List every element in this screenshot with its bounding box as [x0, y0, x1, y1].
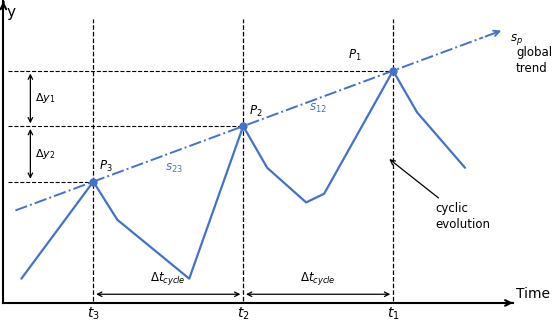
Text: $\Delta y_2$: $\Delta y_2$ — [35, 147, 55, 161]
Text: $P_1$: $P_1$ — [348, 48, 362, 63]
Text: cyclic
evolution: cyclic evolution — [390, 160, 490, 231]
Text: $P_2$: $P_2$ — [249, 103, 263, 119]
Text: global
trend: global trend — [516, 46, 552, 75]
Text: Time: Time — [516, 287, 550, 301]
Text: $t_2$: $t_2$ — [237, 306, 249, 322]
Text: $s_{12}$: $s_{12}$ — [309, 101, 327, 115]
Text: y: y — [7, 5, 15, 20]
Text: $\Delta y_1$: $\Delta y_1$ — [35, 91, 56, 105]
Text: $P_3$: $P_3$ — [100, 159, 113, 174]
Text: $t_3$: $t_3$ — [87, 306, 100, 322]
Text: $s_p$: $s_p$ — [510, 32, 523, 47]
Text: $\Delta t_{cycle}$: $\Delta t_{cycle}$ — [150, 270, 186, 287]
Text: $t_1$: $t_1$ — [387, 306, 399, 322]
Text: $\Delta t_{cycle}$: $\Delta t_{cycle}$ — [300, 270, 336, 287]
Text: $s_{23}$: $s_{23}$ — [165, 162, 183, 175]
